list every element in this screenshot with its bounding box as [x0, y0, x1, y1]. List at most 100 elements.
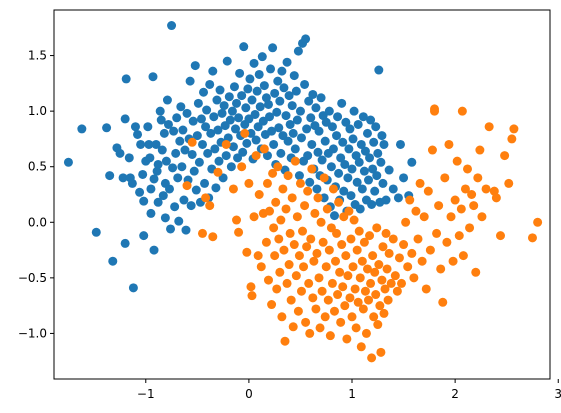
series-1-point-126: [368, 251, 378, 261]
series-1-point-15: [246, 282, 256, 292]
series-0-point-178: [301, 34, 311, 44]
series-1-point-62: [302, 242, 312, 252]
series-0-point-101: [221, 151, 231, 161]
series-0-point-134: [255, 102, 265, 112]
series-1-point-36: [275, 267, 285, 277]
series-0-point-152: [274, 123, 284, 133]
series-0-point-86: [206, 128, 216, 138]
series-0-point-120: [241, 103, 251, 113]
series-0-point-228: [352, 177, 362, 187]
series-0-point-246: [371, 122, 381, 132]
series-1-point-163: [427, 145, 437, 155]
series-1-point-56: [295, 178, 305, 188]
series-0-point-165: [287, 101, 297, 111]
series-0-point-239: [364, 175, 374, 185]
series-1-point-168: [436, 264, 446, 274]
series-0-point-27: [146, 184, 156, 194]
series-1-point-170: [440, 173, 450, 183]
series-1-point-59: [299, 262, 309, 272]
series-0-point-48: [167, 21, 177, 31]
series-0-point-219: [343, 173, 353, 183]
series-1-point-114: [355, 273, 365, 283]
series-1-point-9: [232, 215, 242, 225]
series-1-point-14: [244, 178, 254, 188]
series-0-point-78: [197, 139, 207, 149]
series-0-point-251: [376, 157, 386, 167]
series-1-point-193: [491, 193, 501, 203]
series-0-point-69: [188, 116, 198, 126]
series-1-point-82: [322, 204, 332, 214]
series-1: [182, 104, 543, 363]
series-0-point-247: [372, 171, 382, 181]
series-0-point-33: [152, 166, 162, 176]
series-0-point-122: [243, 84, 253, 94]
series-0-point-259: [395, 139, 405, 149]
series-0-point-220: [344, 144, 354, 154]
series-1-point-159: [419, 212, 429, 222]
series-1-point-181: [460, 184, 470, 194]
series-1-point-10: [234, 227, 244, 237]
series-1-point-196: [504, 178, 514, 188]
series-1-point-198: [509, 124, 519, 134]
series-0-point-215: [339, 186, 349, 196]
series-0-point-25: [144, 139, 154, 149]
series-0-point-222: [346, 191, 356, 201]
series-0-point-3: [102, 123, 112, 133]
series-1-point-92: [333, 290, 343, 300]
series-0-point-191: [314, 126, 324, 136]
series-1-point-134: [376, 347, 386, 357]
series-0-point-72: [191, 185, 201, 195]
series-0-point-172: [294, 171, 304, 181]
series-1-point-96: [337, 240, 347, 250]
series-1-point-174: [448, 256, 458, 266]
series-1-point-71: [311, 304, 321, 314]
series-1-point-100: [341, 251, 351, 261]
series-0-point-74: [193, 98, 203, 108]
series-0-point-47: [166, 224, 176, 234]
series-1-point-147: [394, 253, 404, 263]
series-1-point-135: [377, 275, 387, 285]
series-0-point-70: [189, 166, 199, 176]
series-1-point-97: [338, 282, 348, 292]
series-1-point-72: [312, 248, 322, 258]
series-0-point-36: [155, 106, 165, 116]
series-0-point-90: [210, 144, 220, 154]
series-1-point-76: [316, 217, 326, 227]
series-1-point-65: [305, 328, 315, 338]
series-1-point-171: [442, 237, 452, 247]
series-0-point-131: [252, 86, 262, 96]
series-0-point-177: [300, 79, 310, 89]
series-0-point-154: [276, 148, 286, 158]
series-0-point-49: [168, 163, 178, 173]
series-0-point-260: [399, 173, 409, 183]
series-1-point-46: [285, 228, 295, 238]
series-0-point-168: [290, 144, 300, 154]
series-0-point-57: [176, 102, 186, 112]
series-1-point-60: [300, 201, 310, 211]
series-1-point-128: [370, 267, 380, 277]
series-0-point-126: [247, 95, 257, 105]
series-0-point-0: [63, 157, 73, 167]
series-1-point-63: [303, 186, 313, 196]
series-1-point-154: [409, 273, 419, 283]
series-0-point-183: [306, 113, 316, 123]
series-1-point-3: [201, 193, 211, 203]
series-0-point-194: [317, 155, 327, 165]
series-1-point-94: [335, 267, 345, 277]
series-0-point-50: [169, 126, 179, 136]
series-0-point-210: [334, 168, 344, 178]
series-1-point-8: [228, 184, 238, 194]
series-0-point-55: [174, 216, 184, 226]
series-1-point-39: [278, 184, 288, 194]
series-1-point-144: [388, 234, 398, 244]
series-1-point-91: [332, 228, 342, 238]
series-0-point-234: [358, 112, 368, 122]
series-1-point-172: [444, 139, 454, 149]
series-1-point-66: [306, 234, 316, 244]
series-1-point-24: [261, 237, 271, 247]
series-1-point-183: [465, 223, 475, 233]
series-0-point-107: [227, 106, 237, 116]
series-0-point-104: [224, 92, 234, 102]
series-0-point-170: [292, 115, 302, 125]
